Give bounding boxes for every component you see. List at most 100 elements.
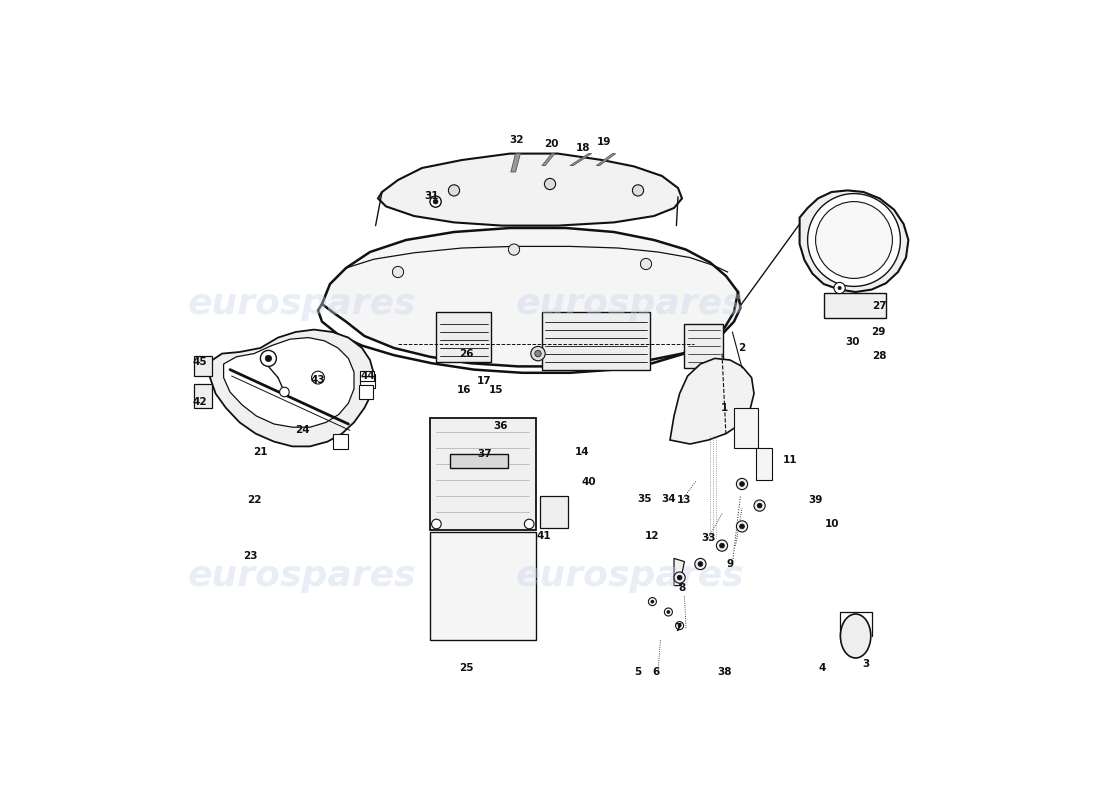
- Text: 24: 24: [295, 426, 309, 435]
- Text: 10: 10: [824, 519, 839, 529]
- Circle shape: [648, 598, 657, 606]
- Text: eurospares: eurospares: [516, 559, 745, 593]
- Text: 38: 38: [717, 667, 732, 677]
- Bar: [360, 371, 374, 381]
- Bar: [194, 356, 211, 376]
- Text: eurospares: eurospares: [188, 559, 416, 593]
- Text: 39: 39: [808, 495, 823, 505]
- Bar: [684, 324, 723, 368]
- Circle shape: [430, 196, 441, 207]
- Circle shape: [736, 478, 748, 490]
- Text: 15: 15: [488, 386, 503, 395]
- Circle shape: [695, 558, 706, 570]
- Text: 11: 11: [783, 455, 798, 465]
- Text: 31: 31: [425, 191, 439, 201]
- Text: 18: 18: [575, 143, 590, 153]
- Circle shape: [834, 282, 845, 294]
- Text: 22: 22: [246, 495, 262, 505]
- Bar: [540, 496, 569, 528]
- Polygon shape: [674, 558, 684, 586]
- Text: 35: 35: [637, 494, 651, 504]
- Circle shape: [544, 178, 556, 190]
- Circle shape: [433, 199, 438, 204]
- Circle shape: [674, 572, 685, 583]
- Circle shape: [675, 622, 683, 630]
- Text: 19: 19: [597, 138, 612, 147]
- Text: 21: 21: [253, 447, 267, 457]
- Bar: [450, 454, 507, 468]
- Polygon shape: [210, 330, 374, 446]
- Text: 32: 32: [509, 135, 524, 145]
- Polygon shape: [800, 190, 909, 292]
- Text: 14: 14: [574, 447, 590, 457]
- Text: 33: 33: [701, 533, 716, 542]
- Bar: [437, 312, 491, 362]
- Circle shape: [739, 482, 745, 486]
- Circle shape: [311, 371, 324, 384]
- Polygon shape: [223, 338, 354, 427]
- Text: eurospares: eurospares: [188, 287, 416, 321]
- Circle shape: [757, 503, 762, 508]
- Text: 37: 37: [477, 450, 492, 459]
- Circle shape: [815, 202, 892, 278]
- Bar: [824, 293, 886, 318]
- Circle shape: [719, 543, 725, 548]
- Text: 17: 17: [477, 376, 492, 386]
- Text: 9: 9: [726, 559, 734, 569]
- Text: 26: 26: [459, 349, 473, 358]
- Text: 7: 7: [674, 623, 682, 633]
- Text: 4: 4: [818, 663, 826, 673]
- Ellipse shape: [840, 614, 871, 658]
- Circle shape: [431, 519, 441, 529]
- Polygon shape: [596, 154, 616, 166]
- Text: 42: 42: [192, 397, 207, 406]
- Polygon shape: [430, 418, 536, 530]
- Text: 44: 44: [360, 371, 375, 381]
- Circle shape: [632, 185, 644, 196]
- Circle shape: [838, 286, 842, 290]
- Text: 3: 3: [862, 659, 870, 669]
- Circle shape: [640, 258, 651, 270]
- Text: 16: 16: [458, 386, 472, 395]
- Text: eurospares: eurospares: [516, 287, 745, 321]
- Circle shape: [807, 194, 901, 286]
- Polygon shape: [378, 154, 682, 226]
- Circle shape: [736, 521, 748, 532]
- Circle shape: [678, 624, 681, 627]
- Polygon shape: [670, 358, 754, 444]
- Text: 30: 30: [845, 338, 860, 347]
- Polygon shape: [322, 228, 740, 366]
- Circle shape: [508, 244, 519, 255]
- Text: 29: 29: [871, 327, 886, 337]
- Circle shape: [664, 608, 672, 616]
- Circle shape: [754, 500, 766, 511]
- Circle shape: [279, 387, 289, 397]
- Circle shape: [698, 562, 703, 566]
- Text: 36: 36: [493, 421, 507, 430]
- Text: 28: 28: [872, 351, 887, 361]
- Bar: [194, 384, 211, 408]
- Circle shape: [651, 600, 654, 603]
- Bar: [757, 448, 772, 480]
- Polygon shape: [542, 154, 554, 166]
- Text: 20: 20: [544, 139, 559, 149]
- Text: 40: 40: [581, 477, 596, 486]
- Text: 45: 45: [192, 357, 207, 366]
- Circle shape: [393, 266, 404, 278]
- Text: 6: 6: [652, 667, 659, 677]
- Text: 41: 41: [537, 531, 551, 541]
- Circle shape: [535, 350, 541, 357]
- Circle shape: [531, 346, 546, 361]
- Bar: [734, 408, 758, 448]
- Text: 43: 43: [310, 375, 326, 385]
- Bar: [542, 312, 650, 370]
- Text: 5: 5: [635, 667, 641, 677]
- Text: 34: 34: [661, 494, 675, 504]
- Polygon shape: [430, 532, 536, 640]
- Circle shape: [667, 610, 670, 614]
- Circle shape: [525, 519, 533, 529]
- Polygon shape: [570, 154, 592, 166]
- Circle shape: [716, 540, 727, 551]
- Circle shape: [261, 350, 276, 366]
- Circle shape: [739, 524, 745, 529]
